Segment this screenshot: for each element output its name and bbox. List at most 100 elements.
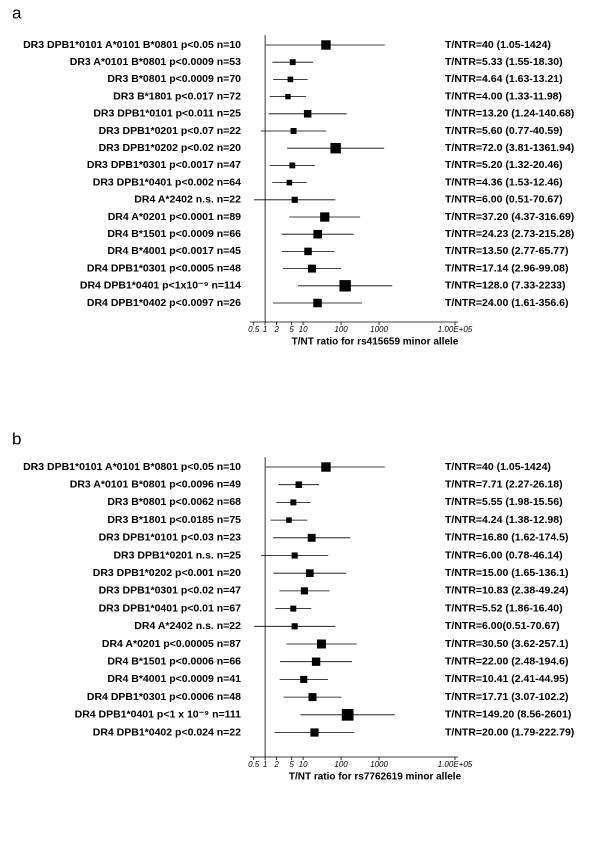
row-label: DR3 A*0101 B*0801 p<0.0009 n=53 — [70, 56, 241, 68]
row-label: DR4 DPB1*0301 p<0.0006 n=48 — [87, 691, 241, 703]
value-label: T/NTR=15.00 (1.65-136.1) — [445, 567, 568, 579]
x-axis-label: T/NT ratio for rs415659 minor allele — [292, 337, 459, 348]
estimate-box — [321, 40, 331, 50]
x-tick-label: 100 — [334, 760, 348, 769]
value-label: T/NTR=5.55 (1.98-15.56) — [445, 496, 563, 508]
estimate-box — [304, 247, 312, 256]
estimate-box — [289, 162, 296, 169]
row-label: DR3 DPB1*0301 p<0.0017 n=47 — [87, 159, 241, 171]
x-tick-label: 2 — [273, 760, 279, 769]
estimate-box — [290, 499, 297, 506]
estimate-box — [291, 623, 298, 630]
row-label: DR4 DPB1*0402 p<0.0097 n=26 — [87, 297, 241, 309]
row-label: DR3 B*1801 p<0.017 n=72 — [113, 90, 241, 102]
x-tick-label: 100 — [334, 325, 348, 334]
value-label: T/NTR=4.64 (1.63-13.21) — [445, 73, 563, 85]
estimate-box — [289, 59, 296, 66]
estimate-box — [320, 212, 330, 222]
row-label: DR3 DPB1*0201 p<0.07 n=22 — [99, 125, 242, 137]
x-tick-label: 1 — [263, 760, 267, 769]
row-label: DR3 B*0801 p<0.0009 n=70 — [107, 73, 241, 85]
row-label: DR4 A*2402 n.s. n=22 — [134, 194, 241, 206]
value-label: T/NTR=6.00 (0.51-70.67) — [445, 194, 563, 206]
row-label: DR4 DPB1*0401 p<1x10⁻⁹ n=114 — [80, 280, 241, 292]
value-label: T/NTR=5.20 (1.32-20.46) — [445, 159, 563, 171]
value-label: T/NTR=10.83 (2.38-49.24) — [445, 585, 568, 597]
value-label: T/NTR=128.0 (7.33-2233) — [445, 280, 566, 292]
value-label: T/NTR=4.36 (1.53-12.46) — [445, 176, 563, 188]
value-label: T/NTR=10.41 (2.41-44.95) — [445, 673, 568, 685]
value-label: T/NTR=24.23 (2.73-215.28) — [445, 228, 574, 240]
row-label: DR4 DPB1*0402 p<0.024 n=22 — [93, 726, 241, 738]
value-label: T/NTR=22.00 (2.48-194.6) — [445, 655, 568, 667]
value-label: T/NTR=6.00(0.51-70.67) — [445, 620, 560, 632]
estimate-box — [285, 93, 291, 100]
row-label: DR3 B*0801 p<0.0062 n=68 — [107, 496, 241, 508]
value-label: T/NTR=17.14 (2.96-99.08) — [445, 262, 568, 274]
estimate-box — [291, 552, 298, 559]
row-label: DR3 DPB1*0101 A*0101 B*0801 p<0.05 n=10 — [23, 461, 241, 473]
row-label: DR3 DPB1*0101 p<0.03 n=23 — [99, 532, 242, 544]
row-label: DR3 DPB1*0401 p<0.01 n=67 — [99, 602, 242, 614]
value-label: T/NTR=40 (1.05-1424) — [445, 461, 551, 473]
value-label: T/NTR=72.0 (3.81-1361.94) — [445, 142, 574, 154]
row-label: DR3 B*1801 p<0.0185 n=75 — [107, 514, 241, 526]
row-label: DR4 DPB1*0301 p<0.0005 n=48 — [87, 262, 241, 274]
estimate-box — [330, 142, 341, 154]
estimate-box — [286, 179, 293, 186]
x-axis-label: T/NT ratio for rs7762619 minor allele — [289, 772, 462, 783]
row-label: DR3 DPB1*0201 n.s. n=25 — [113, 549, 241, 561]
row-label: DR4 DPB1*0401 p<1 x 10⁻⁹ n=111 — [75, 709, 242, 721]
value-label: T/NTR=5.33 (1.55-18.30) — [445, 56, 563, 68]
row-label: DR3 DPB1*0401 p<0.002 n=64 — [93, 176, 241, 188]
value-label: T/NTR=149.20 (8.56-2601) — [445, 709, 571, 721]
estimate-box — [303, 110, 312, 118]
row-label: DR3 DPB1*0101 A*0101 B*0801 p<0.05 n=10 — [23, 39, 241, 51]
estimate-box — [308, 264, 316, 273]
value-label: T/NTR=24.00 (1.61-356.6) — [445, 297, 568, 309]
estimate-box — [313, 229, 322, 239]
value-label: T/NTR=5.52 (1.86-16.40) — [445, 602, 563, 614]
estimate-box — [321, 462, 331, 472]
estimate-box — [308, 693, 317, 702]
x-tick-label: 10 — [299, 760, 308, 769]
estimate-box — [291, 196, 298, 203]
estimate-box — [341, 708, 354, 721]
x-tick-label: 0.5 — [248, 760, 260, 769]
row-label: DR3 A*0101 B*0801 p<0.0096 n=49 — [70, 478, 241, 490]
estimate-box — [305, 569, 314, 578]
value-label: T/NTR=6.00 (0.78-46.14) — [445, 549, 563, 561]
value-label: T/NTR=40 (1.05-1424) — [445, 39, 551, 51]
estimate-box — [286, 517, 292, 523]
value-label: T/NTR=30.50 (3.62-257.1) — [445, 638, 568, 650]
estimate-box — [307, 533, 316, 542]
estimate-box — [300, 675, 308, 683]
x-tick-label: 5 — [289, 325, 294, 334]
estimate-box — [300, 587, 308, 595]
x-tick-label: 5 — [289, 760, 294, 769]
x-tick-label: 1000 — [370, 325, 388, 334]
value-label: T/NTR=20.00 (1.79-222.79) — [445, 726, 574, 738]
row-label: DR4 B*4001 p<0.0017 n=45 — [107, 245, 241, 257]
x-tick-label: 1.00E+05 — [438, 760, 473, 769]
panel-label: b — [12, 429, 21, 448]
value-label: T/NTR=17.71 (3.07-102.2) — [445, 691, 568, 703]
row-label: DR4 A*0201 p<0.00005 n=87 — [102, 638, 241, 650]
row-label: DR4 B*1501 p<0.0009 n=66 — [107, 228, 241, 240]
x-tick-label: 1 — [263, 325, 267, 334]
row-label: DR4 A*2402 n.s. n=22 — [134, 620, 241, 632]
estimate-box — [310, 728, 319, 737]
estimate-box — [339, 280, 351, 292]
x-tick-label: 1000 — [370, 760, 388, 769]
x-tick-label: 2 — [273, 325, 279, 334]
row-label: DR4 A*0201 p<0.0001 n=89 — [108, 211, 241, 223]
row-label: DR3 DPB1*0202 p<0.02 n=20 — [99, 142, 242, 154]
row-label: DR4 B*1501 p<0.0006 n=66 — [107, 655, 241, 667]
value-label: T/NTR=4.00 (1.33-11.98) — [445, 90, 562, 102]
estimate-box — [313, 298, 322, 308]
value-label: T/NTR=7.71 (2.27-26.18) — [445, 478, 563, 490]
row-label: DR3 DPB1*0101 p<0.011 n=25 — [93, 108, 241, 120]
value-label: T/NTR=5.60 (0.77-40.59) — [445, 125, 563, 137]
